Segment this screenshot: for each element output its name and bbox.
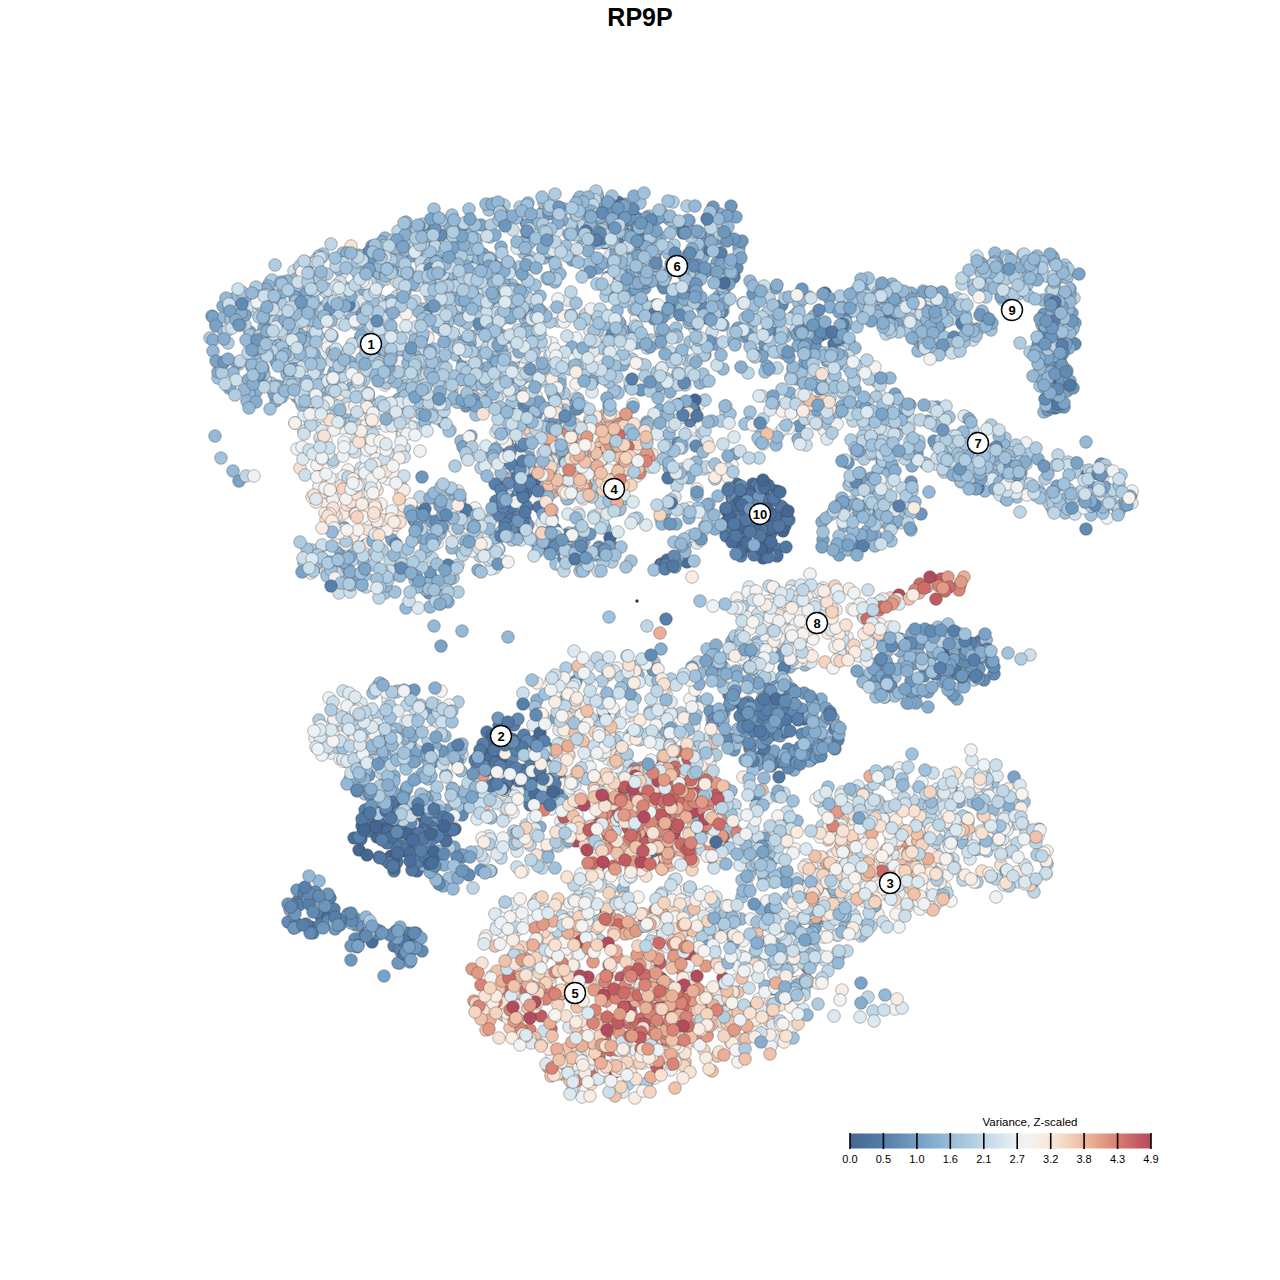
- svg-text:9: 9: [1008, 303, 1015, 318]
- svg-text:6: 6: [673, 259, 680, 274]
- svg-text:4.9: 4.9: [1143, 1153, 1158, 1165]
- svg-text:1.0: 1.0: [909, 1153, 924, 1165]
- svg-text:0.5: 0.5: [876, 1153, 891, 1165]
- svg-text:2.1: 2.1: [976, 1153, 991, 1165]
- svg-text:3.8: 3.8: [1076, 1153, 1091, 1165]
- svg-text:5: 5: [571, 986, 578, 1001]
- svg-text:3: 3: [886, 876, 893, 891]
- svg-text:Variance, Z-scaled: Variance, Z-scaled: [982, 1116, 1077, 1128]
- svg-text:1.6: 1.6: [943, 1153, 958, 1165]
- svg-text:10: 10: [753, 507, 767, 522]
- svg-text:0.0: 0.0: [842, 1153, 857, 1165]
- svg-text:3.2: 3.2: [1043, 1153, 1058, 1165]
- svg-text:4: 4: [610, 482, 618, 497]
- svg-text:7: 7: [974, 436, 981, 451]
- svg-text:8: 8: [813, 616, 820, 631]
- svg-text:2: 2: [497, 729, 504, 744]
- svg-text:4.3: 4.3: [1110, 1153, 1125, 1165]
- svg-text:RP9P: RP9P: [607, 3, 672, 31]
- svg-text:1: 1: [367, 337, 374, 352]
- svg-text:2.7: 2.7: [1010, 1153, 1025, 1165]
